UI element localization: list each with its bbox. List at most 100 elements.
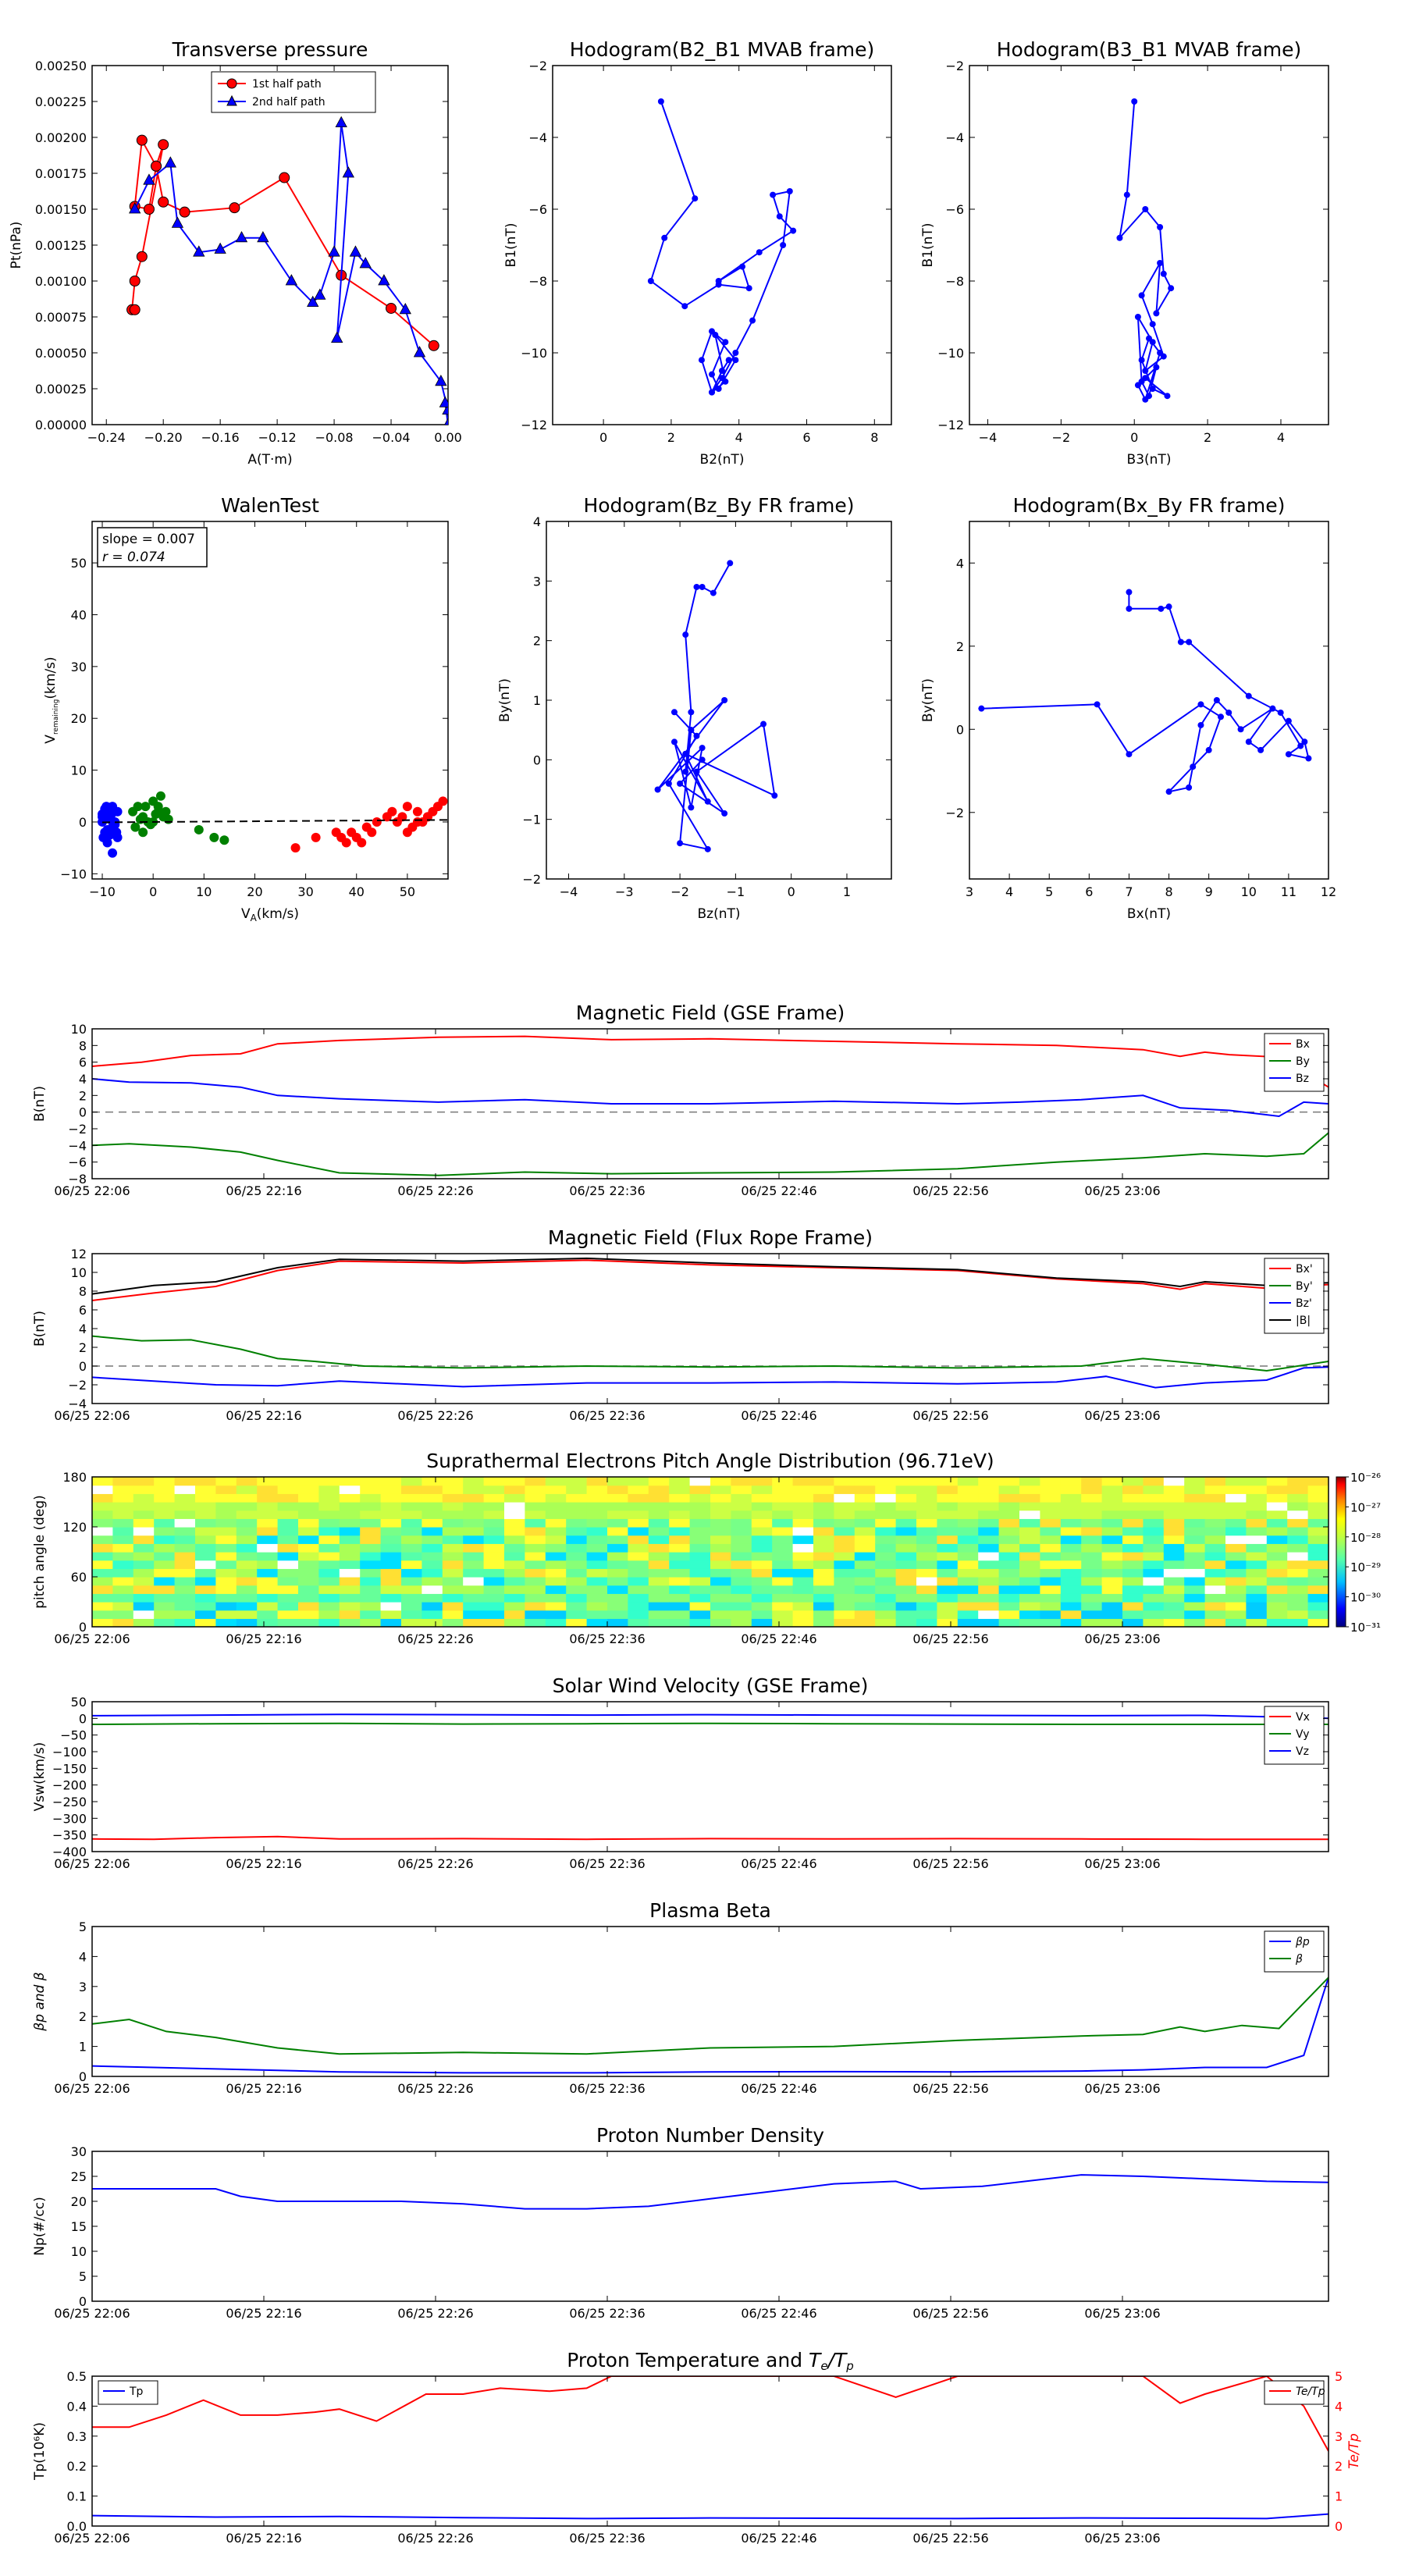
pad-cell [1081,1560,1103,1569]
pad-cell [854,1518,876,1528]
pad-cell [957,1510,979,1519]
pad-cell [422,1543,443,1553]
pad-cell [813,1552,834,1561]
pad-cell [298,1510,319,1519]
pad-cell [360,1585,382,1594]
pad-cell [1143,1602,1165,1611]
pad-cell [854,1593,876,1603]
pad-cell [1246,1585,1268,1594]
walen-xtick-label: −10 [89,884,116,899]
first-half-marker [158,139,169,151]
tp-ytick-label: 0.00050 [35,346,87,361]
pad-cell [772,1552,794,1561]
h2-xtick-label: 0 [1130,430,1138,445]
pad-cell [751,1477,773,1486]
pad-cell [1184,1543,1206,1553]
pad-cell [463,1485,485,1494]
pad-cell [1266,1485,1288,1494]
pad-cell [854,1585,876,1594]
series-line-first-half [130,137,435,347]
pad-cell [174,1618,196,1627]
pad-cell [1266,1577,1288,1586]
h2-point [1153,364,1160,371]
legend-box [1264,1930,1325,1973]
h3-xtick-label: 0 [788,884,795,899]
pad-cell [215,1543,237,1553]
pad-cell [1287,1535,1309,1544]
pad-cell [545,1618,567,1627]
pad-cell [916,1485,937,1494]
pad-cell [1246,1593,1268,1603]
pad-cell [92,1535,113,1544]
tp-ytick-label: 0.00100 [35,274,87,289]
pad-cell [1287,1577,1309,1586]
pad-cell [1081,1502,1103,1511]
pad-cell [1143,1477,1165,1486]
pad-cell [586,1493,608,1503]
h1-point [756,249,763,256]
h1-point [661,234,668,241]
panel-h1: Hodogram(B2_B1 MVAB frame)0 2 4 6 8−12−10−8−… [503,38,892,468]
pad-cell [133,1493,155,1503]
pad-cell [257,1510,279,1519]
pad-cell [1081,1518,1103,1528]
h1-point [647,278,654,284]
pad-cell [1225,1610,1247,1619]
h1-ytick-label: −4 [528,130,547,145]
pad-cell [1225,1543,1247,1553]
pad-cell [545,1577,567,1586]
h1-point [715,386,722,392]
pad-cell [937,1527,959,1536]
pad-cell [442,1477,464,1486]
pad-cell [112,1535,134,1544]
pad-cell [1143,1585,1165,1594]
pad-cell [277,1577,299,1586]
pad-cell [236,1543,258,1553]
pad-cell [957,1577,979,1586]
b_gse-ytick-label: 10 [71,1022,87,1037]
pad-cell [1019,1577,1040,1586]
pad-cell [380,1543,402,1553]
pad-cell [1287,1485,1309,1494]
pad-cell [174,1610,196,1619]
pad-cell [1225,1618,1247,1627]
pad-cell [751,1610,773,1619]
pad-cell [792,1510,814,1519]
pad-cell [1246,1602,1268,1611]
pad-cell [1204,1543,1226,1553]
np-ytick-label: 15 [71,2219,87,2234]
pad-cell [1122,1543,1144,1553]
b_gse-xtick-label: 06/25 22:06 [54,1183,130,1198]
walen-title: WalenTest [221,494,319,517]
pad-cell [689,1502,711,1511]
h4-point [1257,746,1264,753]
tp-right-legend: Te/Tp [1264,2380,1325,2405]
pad-cell [607,1518,628,1528]
pad-cell [92,1593,113,1603]
pad-cell [483,1552,505,1561]
pad-cell [1204,1510,1226,1519]
b_gse-axes-frame [91,1028,1329,1179]
h4-point [1205,746,1212,753]
pad-cell [339,1527,361,1536]
pad-cell [792,1477,814,1486]
pad-cell [1101,1485,1123,1494]
pad-cell [813,1535,834,1544]
pad-cell [1019,1560,1040,1569]
pad-cell [1019,1552,1040,1561]
pad-cell [628,1535,649,1544]
pad-cell [504,1485,525,1494]
pad-cell [875,1602,897,1611]
pad-cell [813,1577,834,1586]
pad-cell [380,1518,402,1528]
np-xtick-label: 06/25 22:56 [912,2306,988,2321]
pad-cell [895,1510,917,1519]
panel-tp: Transverse pressure−0.24 −0.20 −0.16 −0.12−… [9,38,462,468]
pad-cell [1060,1485,1082,1494]
h1-title: Hodogram(B2_B1 MVAB frame) [570,38,875,61]
pad-cell [257,1493,279,1503]
pad-cell [1266,1477,1288,1486]
pad-cell [1184,1510,1206,1519]
